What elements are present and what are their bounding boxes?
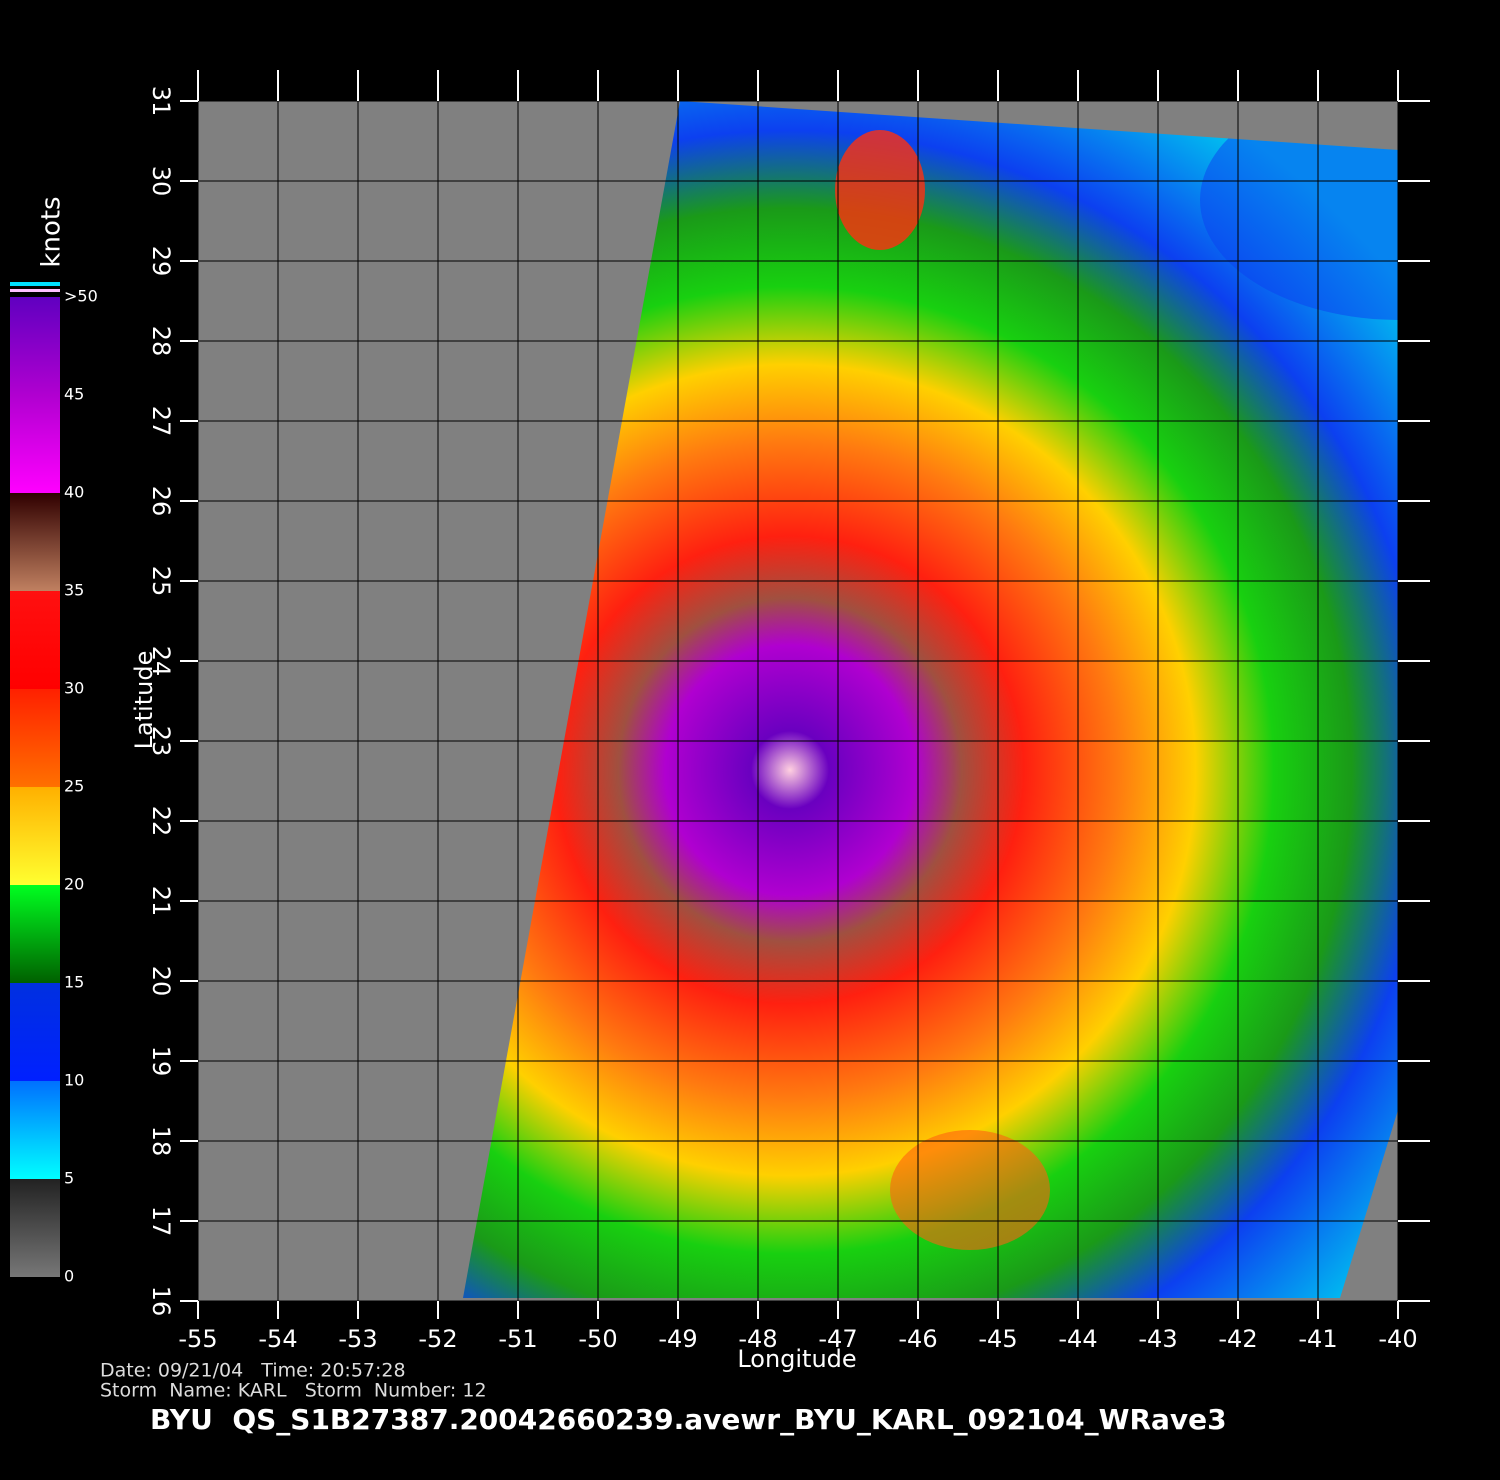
x-tick-label: -53 (338, 1325, 377, 1353)
colorbar-tick-label: >50 (64, 287, 98, 306)
colorbar-tick-label: 40 (64, 483, 84, 502)
y-tick-label: 26 (147, 486, 175, 517)
y-tick-label: 28 (147, 326, 175, 357)
x-tick-label: -50 (578, 1325, 617, 1353)
grid (197, 100, 1399, 1302)
colorbar-unit: knots (37, 196, 67, 267)
x-tick-label: -45 (978, 1325, 1017, 1353)
y-tick-label: 30 (147, 166, 175, 197)
x-axis-label: Longitude (737, 1345, 856, 1373)
x-tick-label: -48 (738, 1325, 777, 1353)
colorbar-tick-label: 0 (64, 1267, 74, 1286)
y-tick-label: 27 (147, 406, 175, 437)
x-tick-label: -49 (658, 1325, 697, 1353)
y-tick-label: 16 (147, 1286, 175, 1317)
colorbar-tick-label: 5 (64, 1169, 74, 1188)
colorbar-tick-label: 45 (64, 385, 84, 404)
y-tick-label: 24 (147, 646, 175, 677)
colorbar (10, 297, 60, 1277)
x-tick-label: -51 (498, 1325, 537, 1353)
colorbar-tick-label: 25 (64, 777, 84, 796)
y-tick-label: 29 (147, 246, 175, 277)
y-tick-label: 25 (147, 566, 175, 597)
x-tick-label: -42 (1218, 1325, 1257, 1353)
y-axis-label: Latitude (130, 651, 158, 750)
colorbar-tick-label: 10 (64, 1071, 84, 1090)
storm-line: Storm Name: KARL Storm Number: 12 (100, 1380, 487, 1402)
x-tick-label: -47 (818, 1325, 857, 1353)
y-tick-label: 18 (147, 1126, 175, 1157)
y-tick-label: 19 (147, 1046, 175, 1077)
date-line: Date: 09/21/04 Time: 20:57:28 (100, 1360, 406, 1382)
x-tick-label: -54 (258, 1325, 297, 1353)
x-tick-label: -43 (1138, 1325, 1177, 1353)
x-tick-label: -44 (1058, 1325, 1097, 1353)
plot-area (198, 101, 1398, 1301)
x-tick-label: -52 (418, 1325, 457, 1353)
x-tick-label: -40 (1378, 1325, 1417, 1353)
colorbar-cap (10, 282, 60, 286)
colorbar-cap (10, 289, 60, 292)
colorbar-tick-label: 30 (64, 679, 84, 698)
product-name: BYU QS_S1B27387.20042660239.avewr_BYU_KA… (150, 1403, 1227, 1436)
x-tick-label: -41 (1298, 1325, 1337, 1353)
colorbar-tick-label: 20 (64, 875, 84, 894)
y-tick-label: 20 (147, 966, 175, 997)
x-tick-label: -46 (898, 1325, 937, 1353)
colorbar-tick-label: 15 (64, 973, 84, 992)
y-tick-label: 23 (147, 726, 175, 757)
y-tick-label: 17 (147, 1206, 175, 1237)
y-tick-label: 31 (147, 86, 175, 117)
colorbar-tick-label: 35 (64, 581, 84, 600)
x-tick-label: -55 (178, 1325, 217, 1353)
y-tick-label: 21 (147, 886, 175, 917)
y-tick-label: 22 (147, 806, 175, 837)
